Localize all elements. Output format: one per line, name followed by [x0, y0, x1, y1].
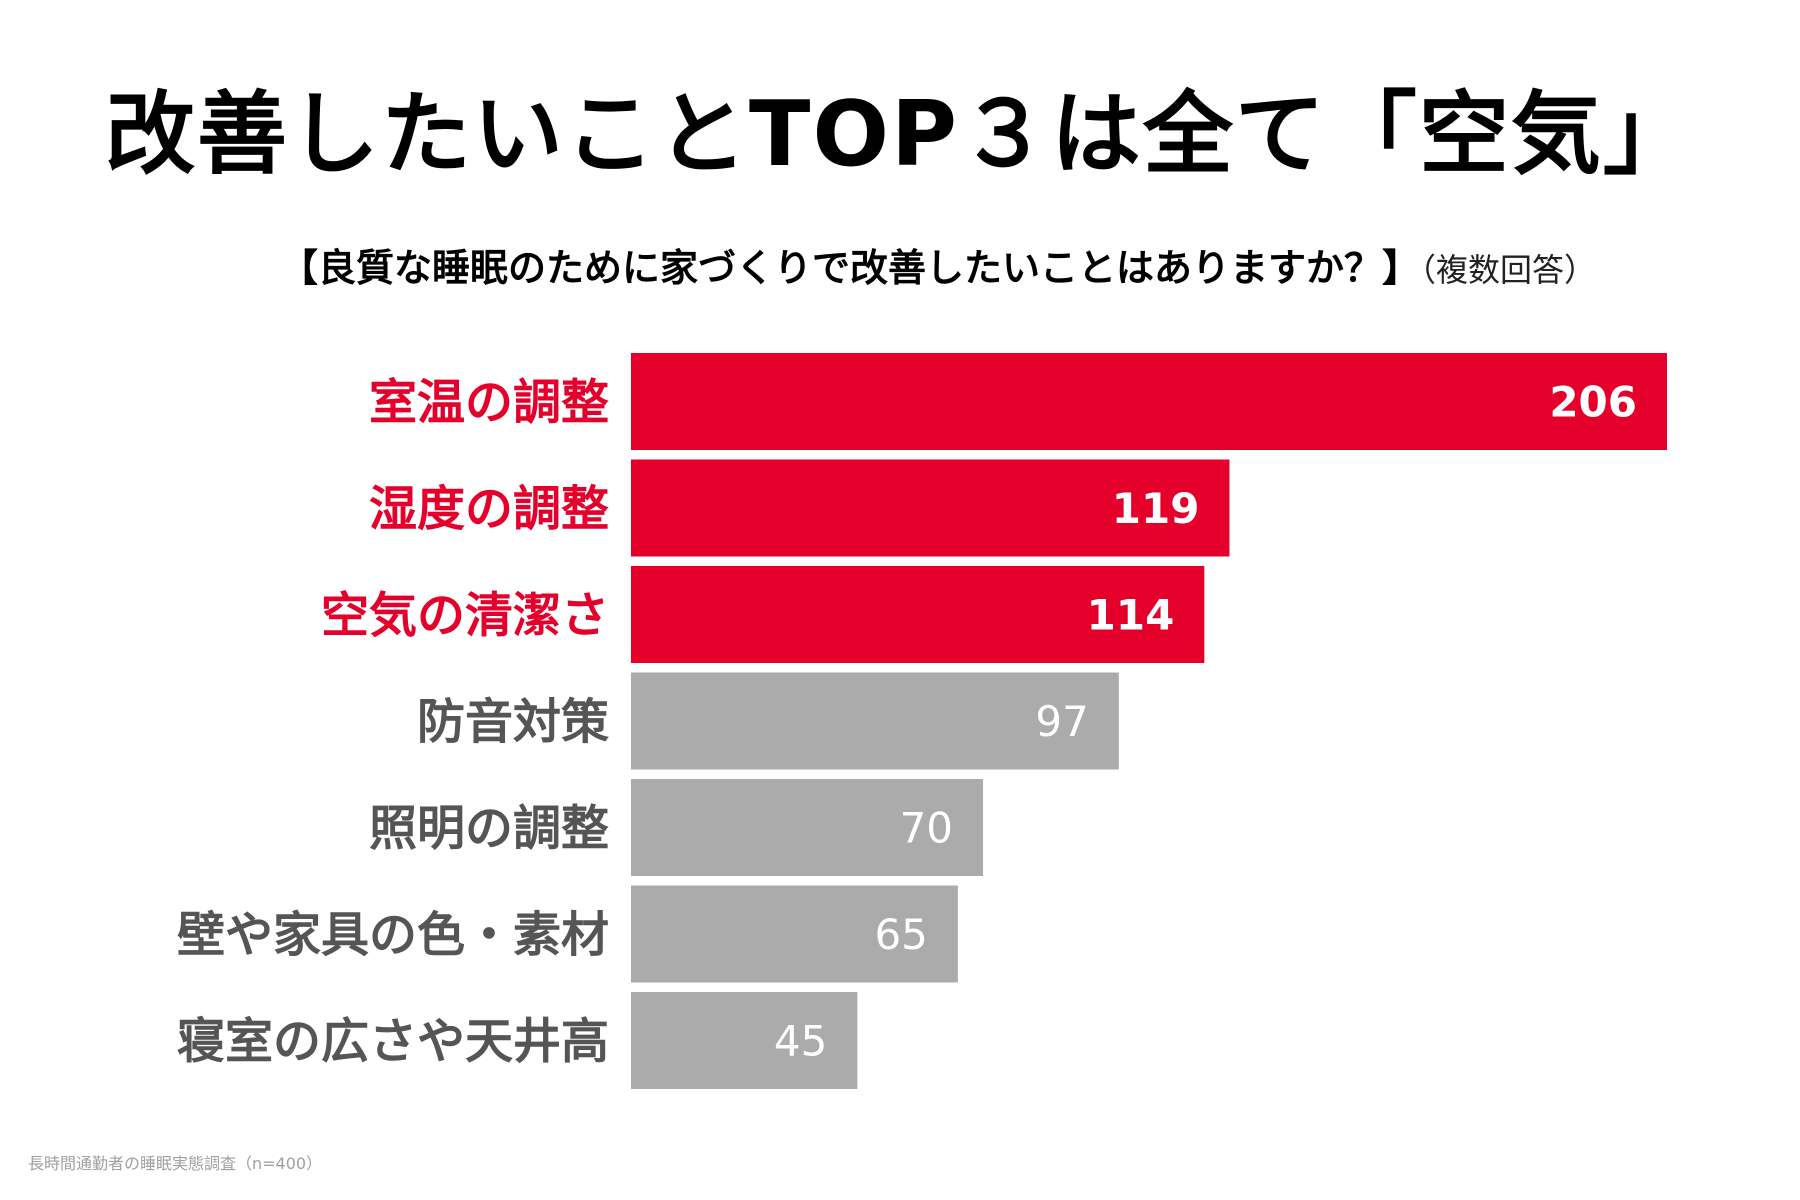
- bar-4: [631, 672, 1119, 770]
- category-label-2: 湿度の調整: [369, 481, 609, 537]
- category-label-3: 空気の清潔さ: [321, 588, 609, 644]
- bar-value-label-7: 45: [774, 1017, 827, 1066]
- bar-2: [631, 459, 1230, 557]
- bar-5: [631, 779, 984, 876]
- chart-question: 【良質な睡眠のために家づくりで改善したいことはありますか？】（複数回答）: [280, 238, 1720, 300]
- bar-value-label-5: 70: [900, 804, 953, 853]
- category-label-5: 照明の調整: [369, 801, 609, 857]
- category-label-7: 寝室の広さや天井高: [177, 1014, 609, 1070]
- category-label-1: 室温の調整: [369, 375, 609, 431]
- bar-3: [631, 566, 1205, 663]
- question-note: （複数回答）: [1420, 251, 1597, 289]
- page-title: 改善したいことTOP３は全て「空気」: [105, 82, 1695, 187]
- bar-value-label-2: 119: [1112, 484, 1200, 533]
- bar-value-label-6: 65: [874, 910, 927, 959]
- bar-value-label-4: 97: [1035, 697, 1088, 746]
- source-note: 長時間通勤者の睡眠実態調査（n=400）: [28, 1154, 323, 1173]
- bar-value-label-3: 114: [1087, 591, 1175, 640]
- bar-value-label-1: 206: [1549, 378, 1637, 427]
- category-label-6: 壁や家具の色・素材: [177, 907, 609, 963]
- question-text: 【良質な睡眠のために家づくりで改善したいことはありますか？】: [280, 246, 1421, 290]
- bar-1: [631, 353, 1667, 450]
- category-label-4: 防音対策: [417, 694, 609, 750]
- bar-7: [631, 992, 858, 1089]
- bar-6: [631, 885, 958, 983]
